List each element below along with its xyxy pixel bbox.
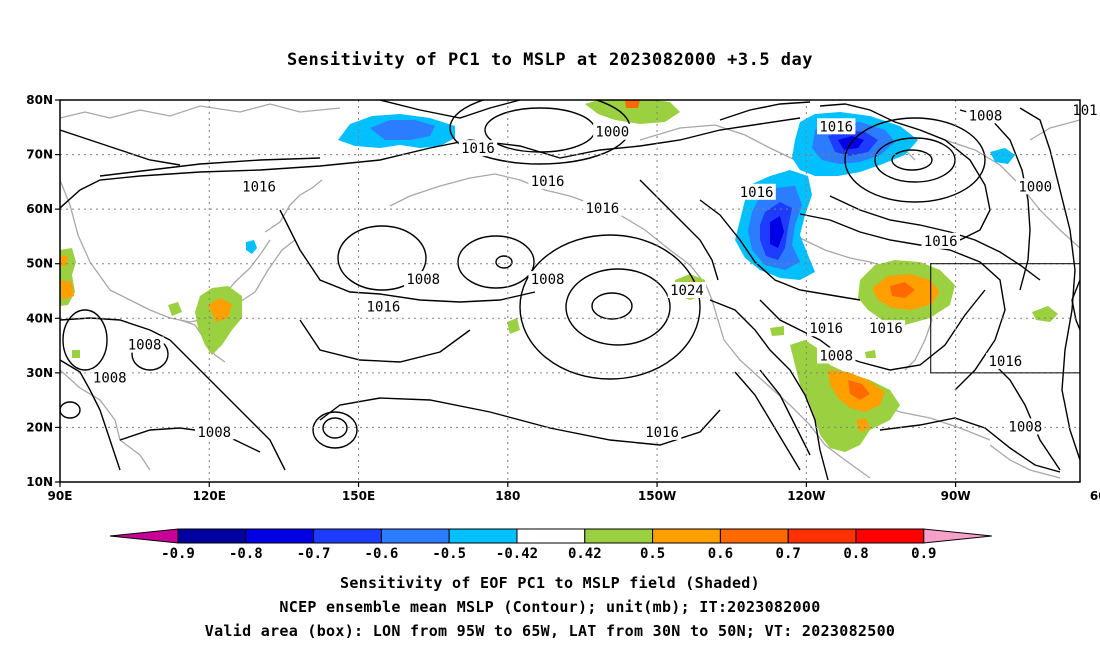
colorbar-segment (787, 528, 857, 544)
contour-label: 1008 (969, 108, 1003, 124)
contour-label-bg (404, 271, 443, 288)
contour-label: 1008 (197, 425, 231, 441)
contour-label: 1016 (819, 119, 853, 135)
contour-label: 1016 (367, 299, 401, 315)
colorbar-label: -0.5 (432, 546, 466, 562)
contour-label-bg (966, 107, 1005, 124)
mslp-contours (60, 100, 1080, 481)
contour-label-bg (125, 336, 164, 353)
contour-label: 1008 (1008, 419, 1042, 435)
colorbar-label: -0.42 (496, 546, 538, 562)
colorbar-label: -0.9 (161, 546, 195, 562)
colorbar-under-triangle (109, 528, 179, 544)
lat-tick-label: 50N (26, 257, 53, 271)
lon-tick-label: 120W (787, 489, 825, 503)
contour-label-bg (364, 298, 403, 315)
contour-label-bg (90, 369, 129, 386)
colorbar-label: -0.6 (365, 546, 399, 562)
contour-label-bg (528, 172, 567, 189)
colorbar-segment (245, 528, 315, 544)
chart-title: Sensitivity of PC1 to MSLP at 2023082000… (286, 50, 813, 70)
lon-tick-label: 150W (638, 489, 676, 503)
lat-tick-label: 70N (26, 148, 53, 162)
colorbar: -0.9 -0.8 -0.7 -0.6 -0.5 -0.42 0.42 0.5 0.6 0.7 0.… (109, 528, 992, 562)
contour-label-bg (458, 140, 498, 157)
colorbar-label: 0.6 (708, 546, 733, 562)
contour-label: 1008 (819, 348, 853, 364)
contour-label: 1016 (242, 179, 276, 195)
contour-label: 1016 (461, 141, 495, 157)
contour-label: 1008 (531, 272, 565, 288)
lon-tick-label: 90W (941, 489, 971, 503)
colorbar-segment (719, 528, 789, 544)
colorbar-segment (313, 528, 382, 544)
map-frame (59, 99, 1081, 483)
contour-label: 1016 (585, 201, 619, 217)
contour-label: 1008 (128, 338, 162, 354)
lat-tick-label: 10N (26, 475, 53, 489)
contour-label: 1024 (670, 283, 704, 299)
lat-tick-label: 20N (26, 420, 53, 434)
contour-label: 1000 (1018, 179, 1052, 195)
contour-label: 1016 (645, 425, 679, 441)
contour-label-bg (239, 178, 279, 195)
contour-label-bg (528, 271, 567, 288)
contour-label: 1008 (93, 370, 127, 386)
lon-tick-label: 120E (193, 489, 226, 503)
colorbar-segment (584, 528, 654, 544)
contour-label-bg (986, 352, 1025, 369)
colorbar-segment (177, 528, 247, 544)
contour-label-bg (807, 320, 846, 337)
contour-label: 1008 (406, 272, 440, 288)
caption-line-2: NCEP ensemble mean MSLP (Contour); unit(… (279, 598, 821, 616)
lat-tick-label: 80N (26, 93, 53, 107)
contour-label: 1016 (869, 321, 903, 337)
colorbar-segment (652, 528, 721, 544)
contour-label: 1000 (595, 125, 629, 141)
contour-label: 1016 (989, 354, 1023, 370)
lon-tick-label: 180 (495, 489, 520, 503)
contour-label: 1016 (924, 234, 958, 250)
contour-label: 1016 (809, 321, 843, 337)
contour-label-bg (737, 183, 776, 200)
contour-label: 1016 (531, 174, 565, 190)
lon-tick-label: 150E (342, 489, 375, 503)
contour-label: 1016 (740, 185, 774, 201)
contour-label-bg (1070, 101, 1100, 118)
contour-label-bg (1016, 178, 1055, 195)
lon-tick-label: 60W (1090, 489, 1100, 503)
colorbar-label: 0.7 (776, 546, 801, 562)
colorbar-segment (855, 528, 925, 544)
lat-tick-label: 60N (26, 202, 53, 216)
contour-label-bg (195, 423, 234, 440)
caption-line-1: Sensitivity of EOF PC1 to MSLP field (Sh… (340, 574, 760, 592)
contour-label-bg (593, 123, 632, 140)
lon-tick-label: 90E (48, 489, 73, 503)
contour-label-bg (816, 118, 856, 135)
colorbar-label: 0.8 (843, 546, 868, 562)
contour-label: 101 (1072, 103, 1097, 119)
colorbar-label: 0.9 (911, 546, 936, 562)
colorbar-over-triangle (923, 528, 992, 544)
contour-label-bg (1006, 418, 1045, 435)
contour-label-bg (816, 347, 856, 364)
contour-label-bg (866, 320, 906, 337)
contour-label-bg (921, 232, 960, 249)
colorbar-segment (516, 528, 586, 544)
contour-label-bg (642, 423, 682, 440)
colorbar-label: -0.7 (297, 546, 331, 562)
contour-label-bg (667, 282, 707, 298)
colorbar-label: -0.8 (229, 546, 263, 562)
lat-tick-label: 30N (26, 366, 53, 380)
lat-tick-label: 40N (26, 311, 53, 325)
colorbar-label: 0.42 (568, 546, 602, 562)
contour-label-layer: 1000 1016 1016 1008 101 1016 1016 1016 1016 1000 1… (90, 101, 1100, 441)
colorbar-segment (448, 528, 518, 544)
colorbar-segment (380, 528, 450, 544)
contour-label-bg (583, 200, 622, 217)
colorbar-label: 0.5 (640, 546, 665, 562)
caption-line-3: Valid area (box): LON from 95W to 65W, L… (204, 622, 896, 640)
